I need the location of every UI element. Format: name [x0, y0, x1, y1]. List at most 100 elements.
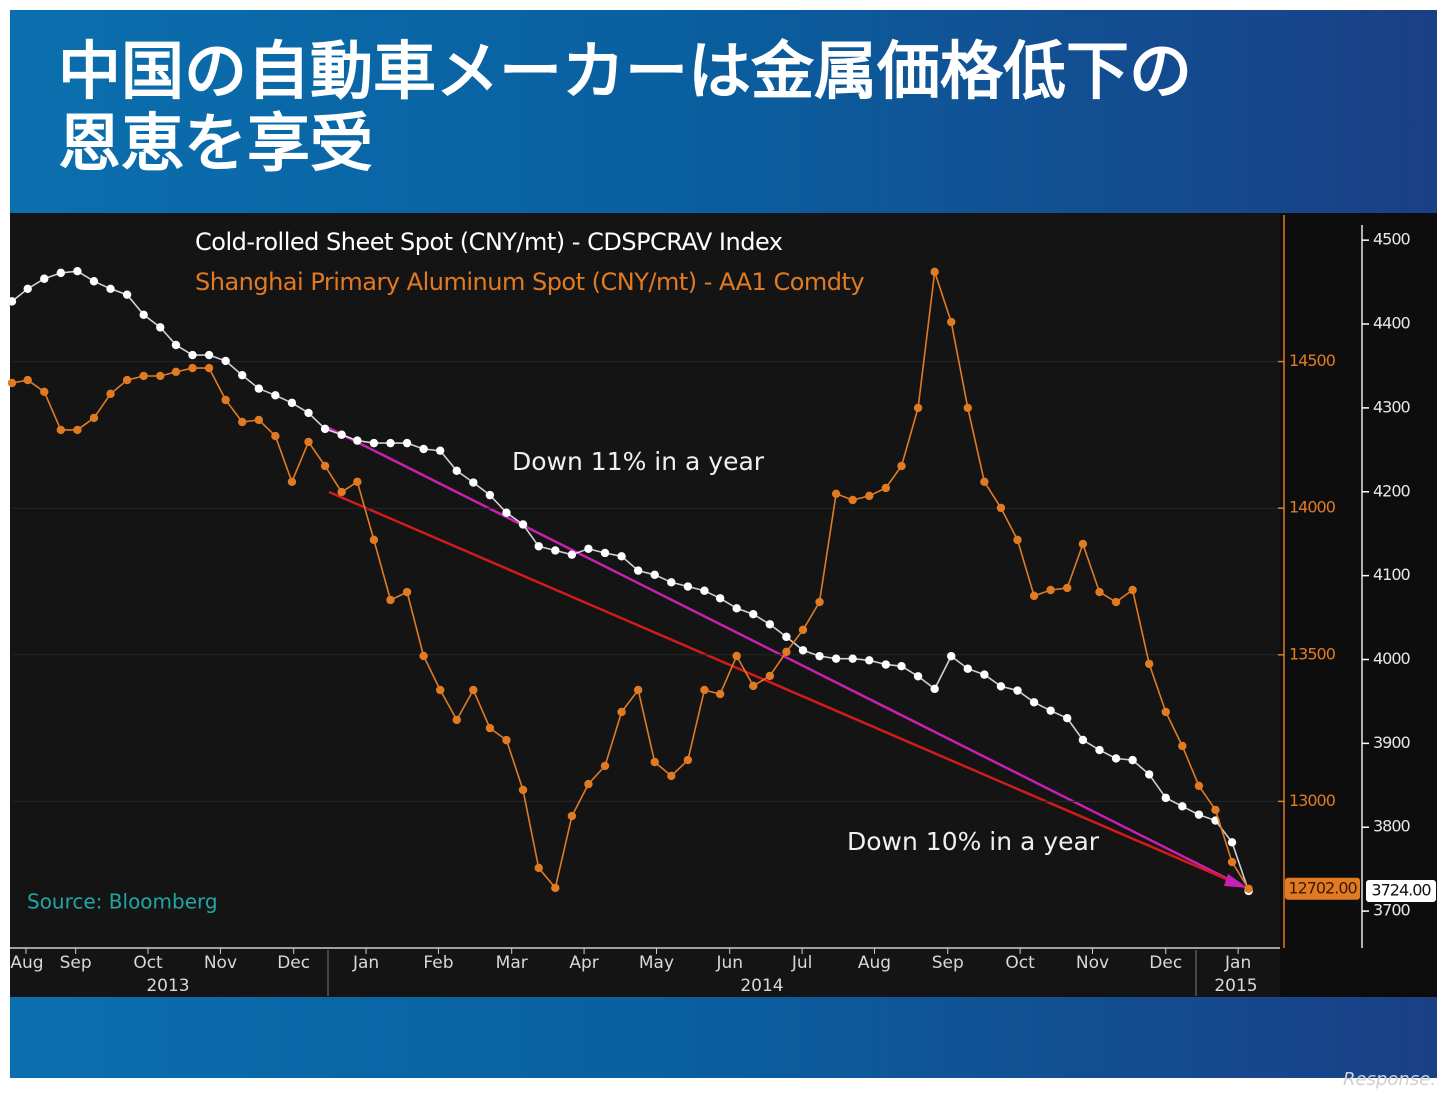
data-point — [1161, 707, 1170, 717]
data-point — [1013, 535, 1022, 545]
data-point — [89, 277, 99, 286]
x-tick-label: Nov — [204, 953, 237, 973]
data-point — [221, 356, 230, 366]
x-tick-label: Jan — [1224, 953, 1251, 973]
data-point — [947, 317, 956, 327]
y2-tick-label: 3800 — [1373, 817, 1411, 836]
y2-tick-label: 4300 — [1373, 397, 1411, 416]
data-point — [171, 340, 181, 350]
data-point — [56, 268, 66, 278]
data-point — [617, 707, 626, 717]
data-point — [798, 646, 808, 655]
y-tick-label: 13000 — [1289, 791, 1336, 810]
data-point — [732, 651, 741, 661]
data-point — [89, 413, 99, 423]
data-point — [518, 785, 528, 795]
data-point — [304, 408, 313, 418]
data-point — [188, 350, 197, 360]
data-point — [23, 284, 32, 294]
x-tick-label: May — [639, 953, 674, 973]
data-point — [1244, 884, 1253, 893]
data-point — [204, 363, 214, 373]
x-tick-label: Aug — [858, 953, 891, 973]
legend-entry: Shanghai Primary Aluminum Spot (CNY/mt) … — [195, 268, 864, 296]
data-point — [238, 417, 247, 427]
data-point — [452, 466, 461, 475]
y2-tick-label: 3900 — [1373, 733, 1411, 752]
data-point — [667, 771, 676, 781]
data-point — [171, 367, 181, 377]
data-point — [798, 625, 808, 635]
data-point — [502, 508, 511, 517]
x-tick-label: Mar — [496, 953, 528, 973]
data-point — [320, 424, 330, 434]
data-point — [518, 520, 528, 529]
data-point — [7, 297, 17, 306]
data-point — [667, 578, 676, 587]
data-point — [1095, 745, 1104, 755]
data-point — [271, 391, 280, 400]
data-point — [683, 755, 693, 765]
data-point — [963, 664, 972, 673]
data-point — [1046, 706, 1055, 715]
data-point — [831, 654, 841, 663]
data-point — [73, 425, 82, 435]
year-label: 2013 — [146, 976, 189, 996]
data-point — [765, 620, 775, 629]
data-point — [1144, 770, 1154, 779]
data-point — [930, 684, 939, 694]
data-point — [386, 438, 395, 448]
data-point — [156, 323, 165, 332]
y2-tick-label: 4100 — [1373, 565, 1411, 584]
data-point — [73, 266, 82, 276]
annotation: Down 10% in a year — [847, 827, 1100, 856]
y-tick-label: 14500 — [1289, 351, 1336, 370]
data-point — [782, 632, 791, 642]
source-note: Source: Bloomberg — [27, 890, 218, 914]
data-point — [1063, 583, 1072, 593]
data-point — [848, 654, 857, 663]
y2-tick-label: 3700 — [1373, 901, 1411, 920]
plot: 13000 13500 14000 14500 3700 3800 3900 4000 4100… — [7, 228, 1436, 973]
data-point — [1029, 591, 1039, 601]
data-point — [700, 685, 709, 695]
data-point — [584, 544, 593, 553]
value-label-box — [1285, 877, 1360, 900]
data-point — [897, 662, 906, 671]
data-point — [996, 503, 1006, 513]
series-line — [11, 271, 1250, 890]
data-point — [122, 290, 132, 299]
year-label: 2014 — [740, 976, 783, 996]
arrow-head — [1224, 874, 1248, 888]
data-point — [386, 595, 395, 605]
data-point — [881, 483, 891, 493]
data-point — [238, 370, 247, 380]
data-point — [139, 371, 148, 381]
data-point — [1128, 755, 1137, 765]
data-point — [963, 403, 972, 413]
data-point — [848, 495, 857, 505]
x-tick-label: Oct — [1005, 953, 1035, 973]
data-point — [534, 542, 543, 551]
y2-tick-label: 4400 — [1373, 314, 1411, 333]
data-point — [732, 604, 741, 613]
x-tick-label: Sep — [932, 953, 964, 973]
data-point — [1111, 754, 1121, 763]
x-tick-label: Jun — [715, 953, 743, 973]
data-point — [913, 672, 923, 681]
data-point — [1128, 585, 1137, 595]
value-label: 3724.00 — [1371, 880, 1431, 899]
data-point — [1144, 659, 1154, 669]
data-point — [419, 444, 428, 454]
data-point — [287, 398, 297, 408]
data-point — [353, 436, 362, 445]
axis-panel — [1280, 213, 1437, 997]
data-point — [435, 446, 445, 455]
data-point — [106, 284, 115, 294]
data-point — [897, 461, 906, 471]
value-label: 12702.00 — [1288, 878, 1357, 897]
data-point — [485, 490, 495, 500]
data-point — [337, 487, 346, 497]
